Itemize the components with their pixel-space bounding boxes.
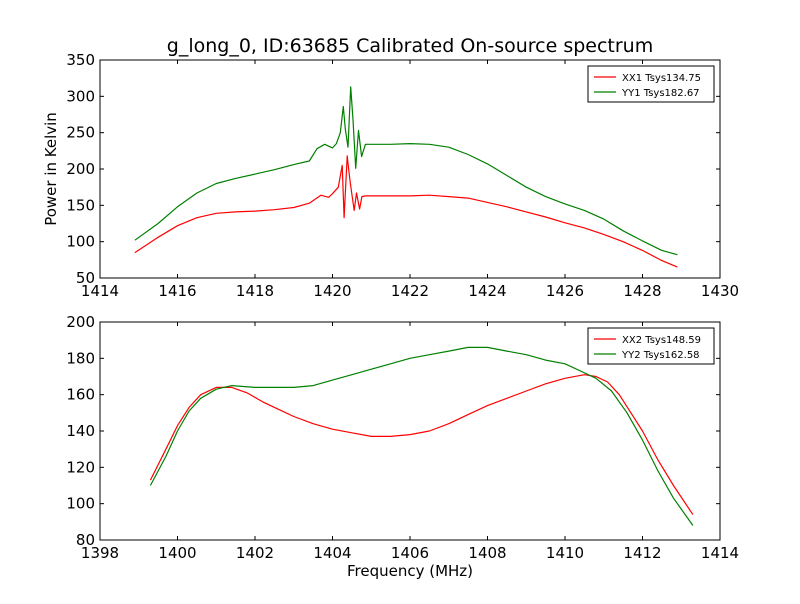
chart-title: g_long_0, ID:63685 Calibrated On-source … [167, 35, 653, 57]
panel-1-ytick-label: 200 [66, 160, 95, 178]
panel-2-xtick-label: 1402 [236, 544, 274, 562]
panel-1-xtick-label: 1422 [391, 282, 429, 300]
panel-1-xtick-label: 1418 [236, 282, 274, 300]
panel-2-legend: XX2 Tsys148.59 YY2 Tsys162.58 [587, 327, 715, 365]
panel-1-legend: XX1 Tsys134.75 YY1 Tsys182.67 [587, 65, 715, 103]
panel-1-series-2-line [134, 86, 678, 256]
panel-2-xtick-label: 1412 [623, 544, 661, 562]
panel-2-xtick-label: 1410 [546, 544, 584, 562]
panel-2-xlabel: Frequency (MHz) [347, 562, 473, 580]
panel-2-ytick-label: 140 [66, 422, 95, 440]
panel-1-ylabel: Power in Kelvin [42, 112, 60, 226]
panel-2-xtick-label: 1400 [158, 544, 196, 562]
panel-2-ytick-label: 180 [66, 349, 95, 367]
panel-1-ytick-label: 150 [66, 196, 95, 214]
panel-1-xtick-label: 1414 [81, 282, 119, 300]
panel-2-ytick-label: 200 [66, 313, 95, 331]
panel-2-ytick-label: 80 [76, 531, 95, 549]
panel-2-legend-label-1: XX2 Tsys148.59 [622, 335, 701, 346]
panel-1-ytick-label: 50 [76, 269, 95, 287]
panel-1: 1414 1416 1418 1420 1422 1424 1426 1428 1430 50 10… [42, 51, 739, 300]
panel-2-legend-box [587, 327, 715, 365]
panel-2-xtick-label: 1404 [313, 544, 351, 562]
panel-1-xtick-label: 1420 [313, 282, 351, 300]
panel-2-series-2-line [149, 346, 694, 526]
panel-1-legend-label-1: XX1 Tsys134.75 [622, 73, 701, 84]
panel-1-xtick-label: 1424 [468, 282, 506, 300]
panel-1-series-1-line [134, 155, 678, 268]
panel-2-xtick-label: 1408 [468, 544, 506, 562]
panel-1-ytick-label: 250 [66, 124, 95, 142]
panel-2-ytick-label: 100 [66, 495, 95, 513]
panel-1-legend-box [587, 65, 715, 103]
panel-2-ytick-label: 160 [66, 386, 95, 404]
panel-1-ytick-label: 350 [66, 51, 95, 69]
panel-1-xtick-label: 1428 [623, 282, 661, 300]
panel-1-ytick-label: 300 [66, 87, 95, 105]
panel-1-legend-label-2: YY1 Tsys182.67 [621, 88, 700, 99]
panel-1-xtick-label: 1416 [158, 282, 196, 300]
panel-2-legend-label-2: YY2 Tsys162.58 [621, 350, 700, 361]
panel-1-xtick-label: 1426 [546, 282, 584, 300]
panel-2-xtick-label: 1406 [391, 544, 429, 562]
panel-1-xtick-label: 1430 [701, 282, 739, 300]
panel-2-xtick-label: 1398 [81, 544, 119, 562]
panel-2: 1398 1400 1402 1404 1406 1408 1410 1412 1414 80 10… [66, 313, 739, 580]
panel-1-ytick-label: 100 [66, 233, 95, 251]
panel-2-ytick-label: 120 [66, 458, 95, 476]
panel-2-xtick-label: 1414 [701, 544, 739, 562]
